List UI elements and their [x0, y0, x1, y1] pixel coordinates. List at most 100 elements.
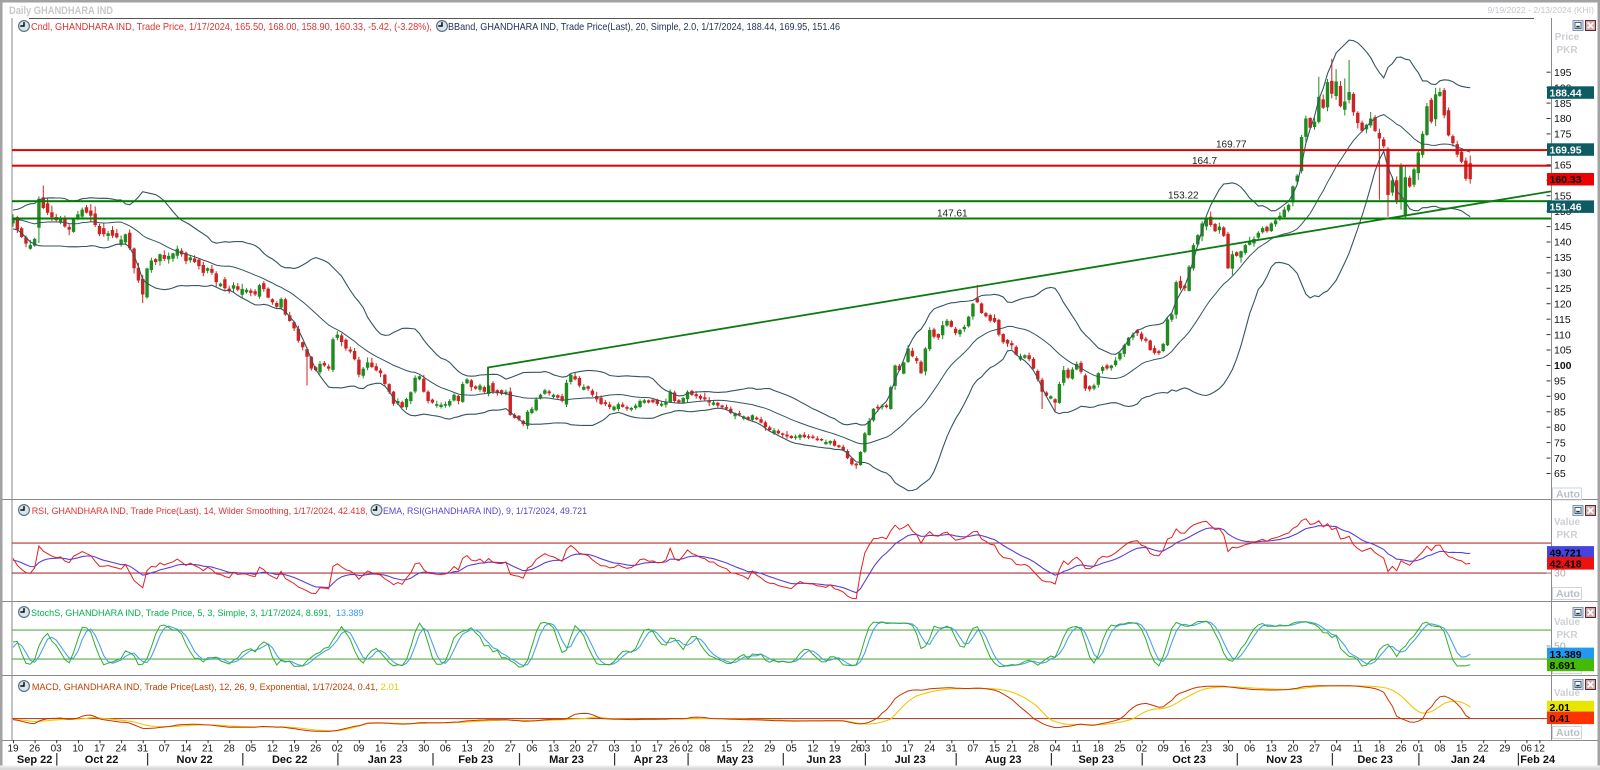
svg-text:Sep 22: Sep 22	[17, 754, 52, 766]
svg-text:49.721: 49.721	[1550, 547, 1582, 559]
svg-text:Sep 23: Sep 23	[1078, 754, 1113, 766]
svg-text:23: 23	[397, 744, 409, 755]
svg-text:12: 12	[267, 744, 279, 755]
svg-text:19: 19	[829, 744, 841, 755]
svg-text:20: 20	[570, 744, 582, 755]
svg-text:09: 09	[1158, 744, 1170, 755]
svg-text:0.41: 0.41	[1550, 713, 1571, 725]
svg-text:13.389: 13.389	[1550, 649, 1582, 661]
svg-text:26: 26	[310, 744, 322, 755]
svg-text:02: 02	[332, 744, 344, 755]
svg-text:165: 165	[1554, 160, 1572, 172]
svg-text:BBand, GHANDHARA IND, Trade Pr: BBand, GHANDHARA IND, Trade Price(Last),…	[448, 22, 840, 33]
svg-text:30: 30	[1222, 744, 1234, 755]
svg-text:14: 14	[180, 744, 192, 755]
svg-text:03: 03	[51, 744, 63, 755]
svg-text:05: 05	[245, 744, 257, 755]
svg-text:75: 75	[1554, 437, 1566, 449]
svg-text:151.46: 151.46	[1550, 202, 1582, 214]
svg-text:24: 24	[924, 744, 936, 755]
svg-text:Oct 23: Oct 23	[1172, 754, 1206, 766]
svg-text:08: 08	[699, 744, 711, 755]
svg-text:13.389: 13.389	[336, 608, 364, 618]
svg-text:160.33: 160.33	[1550, 174, 1582, 186]
svg-text:15: 15	[989, 744, 1001, 755]
svg-text:May 23: May 23	[717, 754, 754, 766]
svg-text:03: 03	[859, 744, 871, 755]
svg-text:20: 20	[1287, 744, 1299, 755]
svg-text:RSI, GHANDHARA IND, Trade Pric: RSI, GHANDHARA IND, Trade Price(Last), 1…	[32, 506, 368, 516]
svg-text:80: 80	[1554, 422, 1566, 434]
svg-text:26: 26	[669, 744, 681, 755]
svg-text:50: 50	[1554, 641, 1566, 653]
svg-text:175: 175	[1554, 129, 1572, 141]
svg-text:26: 26	[851, 744, 863, 755]
svg-text:21: 21	[202, 744, 214, 755]
svg-text:147.61: 147.61	[937, 209, 968, 220]
svg-text:17: 17	[94, 744, 106, 755]
svg-text:31: 31	[946, 744, 958, 755]
svg-text:Auto: Auto	[1556, 588, 1580, 600]
svg-text:13: 13	[1266, 744, 1278, 755]
svg-text:MACD, GHANDHARA IND, Trade Pri: MACD, GHANDHARA IND, Trade Price(Last), …	[32, 682, 378, 693]
svg-text:13: 13	[461, 744, 473, 755]
svg-text:Dec 22: Dec 22	[272, 754, 307, 766]
svg-text:10: 10	[630, 744, 642, 755]
svg-text:185: 185	[1554, 98, 1572, 110]
svg-text:135: 135	[1554, 252, 1572, 264]
svg-text:12: 12	[807, 744, 819, 755]
svg-text:Daily GHANDHARA IND: Daily GHANDHARA IND	[9, 5, 113, 17]
svg-text:21: 21	[1006, 744, 1018, 755]
svg-text:2.01: 2.01	[1550, 702, 1571, 714]
svg-text:8.691: 8.691	[1550, 660, 1576, 672]
svg-text:Nov 22: Nov 22	[177, 754, 213, 766]
svg-text:Auto: Auto	[1556, 489, 1580, 501]
svg-text:06: 06	[440, 744, 452, 755]
svg-text:18: 18	[1093, 744, 1105, 755]
svg-text:20: 20	[483, 744, 495, 755]
svg-text:90: 90	[1554, 391, 1566, 403]
svg-text:07: 07	[159, 744, 171, 755]
svg-text:145: 145	[1554, 221, 1572, 233]
svg-text:188.44: 188.44	[1550, 88, 1582, 100]
svg-text:24: 24	[116, 744, 128, 755]
svg-text:Value: Value	[1554, 517, 1581, 528]
svg-text:PKR: PKR	[1556, 630, 1578, 641]
svg-text:155: 155	[1554, 190, 1572, 202]
svg-text:42.418: 42.418	[1550, 558, 1582, 570]
svg-text:PKR: PKR	[1556, 45, 1578, 56]
svg-text:Value: Value	[1554, 688, 1581, 699]
svg-text:Mar 23: Mar 23	[549, 754, 584, 766]
svg-text:195: 195	[1554, 67, 1572, 79]
svg-text:15: 15	[721, 744, 733, 755]
svg-text:Feb 24: Feb 24	[1520, 754, 1556, 766]
svg-text:19: 19	[7, 744, 19, 755]
svg-text:10: 10	[72, 744, 84, 755]
svg-text:07: 07	[967, 744, 979, 755]
svg-text:29: 29	[1499, 744, 1511, 755]
svg-text:169.77: 169.77	[1216, 140, 1247, 151]
svg-text:22: 22	[743, 744, 755, 755]
svg-text:28: 28	[1028, 744, 1040, 755]
svg-text:Dec 23: Dec 23	[1357, 754, 1392, 766]
svg-text:17: 17	[903, 744, 915, 755]
svg-text:Aug 23: Aug 23	[985, 754, 1022, 766]
svg-text:06: 06	[526, 744, 538, 755]
svg-text:18: 18	[1374, 744, 1386, 755]
svg-text:01: 01	[1413, 744, 1425, 755]
svg-text:Jul 23: Jul 23	[895, 754, 926, 766]
svg-text:16: 16	[375, 744, 387, 755]
svg-text:25: 25	[1114, 744, 1126, 755]
svg-text:Value: Value	[1554, 617, 1581, 628]
svg-text:Jan 24: Jan 24	[1451, 754, 1486, 766]
svg-text:125: 125	[1554, 283, 1572, 295]
svg-text:100: 100	[1554, 360, 1572, 372]
svg-text:03: 03	[608, 744, 620, 755]
svg-text:23: 23	[1201, 744, 1213, 755]
svg-text:15: 15	[1456, 744, 1468, 755]
svg-text:105: 105	[1554, 345, 1572, 357]
svg-text:Cndl, GHANDHARA IND, Trade Pri: Cndl, GHANDHARA IND, Trade Price, 1/17/2…	[31, 22, 432, 33]
svg-text:Oct 22: Oct 22	[85, 754, 119, 766]
svg-text:30: 30	[1554, 568, 1566, 580]
svg-text:22: 22	[1478, 744, 1490, 755]
